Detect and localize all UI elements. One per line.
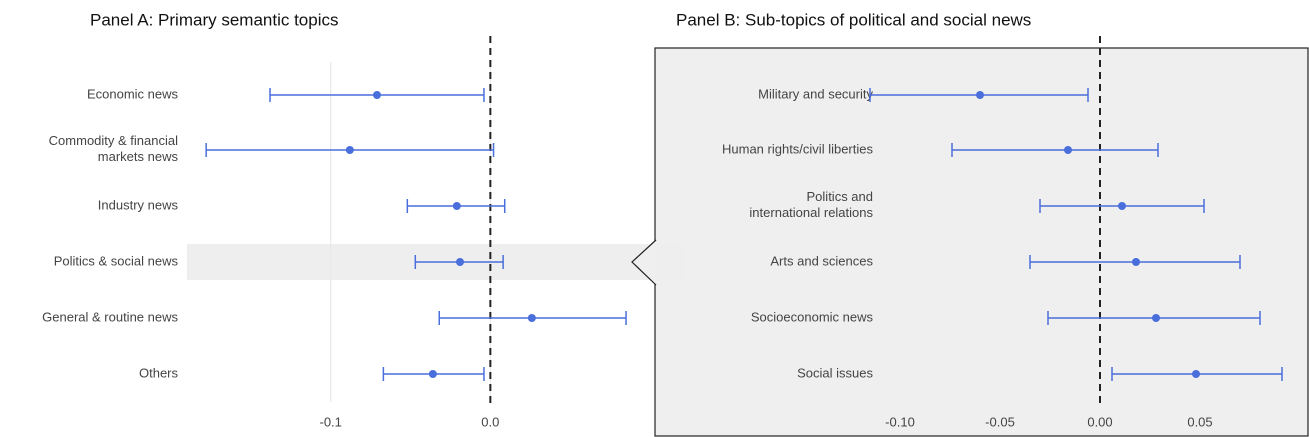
point-estimate: [976, 91, 984, 99]
point-estimate: [1064, 146, 1072, 154]
point-estimate: [456, 258, 465, 266]
category-label: Industry news: [98, 197, 179, 212]
x-tick-label: 0.0: [481, 414, 499, 429]
point-estimate: [452, 202, 461, 210]
category-label: Social issues: [797, 365, 873, 380]
category-label: General & routine news: [42, 309, 178, 324]
category-label: Arts and sciences: [770, 253, 873, 268]
x-tick-label: 0.00: [1087, 414, 1112, 429]
point-estimate: [1118, 202, 1126, 210]
x-tick-label: 0.05: [1187, 414, 1212, 429]
point-estimate: [428, 370, 437, 378]
point-estimate: [345, 146, 354, 154]
x-tick-label: -0.05: [985, 414, 1015, 429]
category-label: Commodity & financial markets news: [49, 133, 179, 164]
category-label: Human rights/civil liberties: [722, 141, 873, 156]
category-label: Politics & social news: [54, 253, 179, 268]
category-label: Socioeconomic news: [751, 309, 874, 324]
x-tick-label: -0.10: [885, 414, 915, 429]
x-tick-label: -0.1: [319, 414, 341, 429]
point-estimate: [527, 314, 536, 322]
category-label: Military and security: [758, 86, 873, 101]
point-estimate: [1152, 314, 1160, 322]
category-label: Others: [139, 365, 179, 380]
point-estimate: [1192, 370, 1200, 378]
panel-title: Panel B: Sub-topics of political and soc…: [676, 10, 1031, 29]
point-estimate: [372, 91, 381, 99]
category-label: Economic news: [87, 86, 179, 101]
callout: [631, 239, 657, 286]
panel-title: Panel A: Primary semantic topics: [90, 10, 338, 29]
category-label: Politics and international relations: [749, 189, 873, 220]
point-estimate: [1132, 258, 1140, 266]
panel-b-background: [654, 47, 1309, 437]
